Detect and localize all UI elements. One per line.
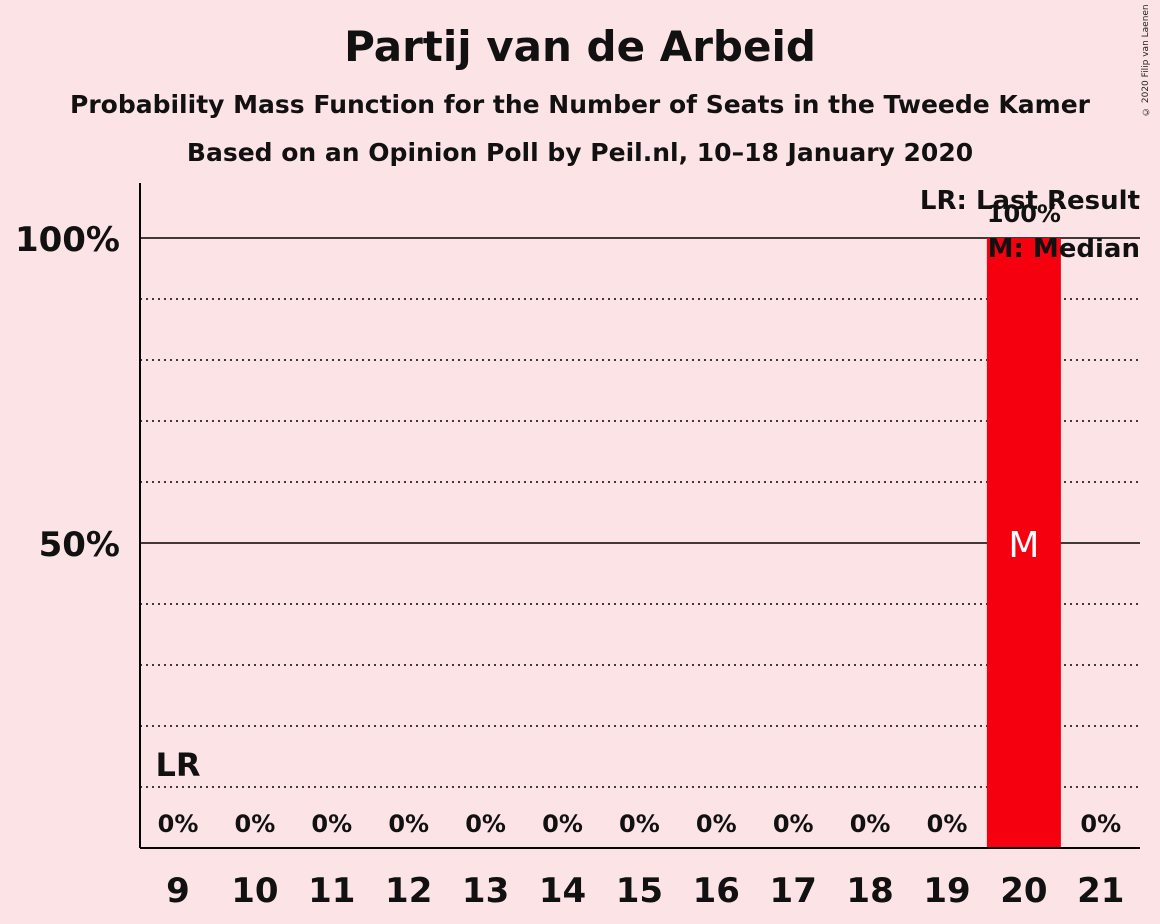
x-tick-label: 18 xyxy=(846,871,893,911)
data-label: 0% xyxy=(1080,810,1121,838)
data-label: 100% xyxy=(987,200,1061,228)
bars xyxy=(986,238,1061,848)
data-label: 0% xyxy=(388,810,429,838)
x-tick-label: 16 xyxy=(693,871,740,911)
data-label: 0% xyxy=(850,810,891,838)
median-marker: M xyxy=(1008,525,1039,566)
legend: LR: Last Result M: Median xyxy=(920,186,1140,264)
x-tick-label: 14 xyxy=(539,871,586,911)
data-label: 0% xyxy=(235,810,276,838)
x-tick-label: 21 xyxy=(1077,871,1124,911)
data-label: 0% xyxy=(158,810,199,838)
x-tick-label: 9 xyxy=(166,871,190,911)
x-tick-label: 12 xyxy=(385,871,432,911)
gridlines xyxy=(140,237,1140,788)
data-label: 0% xyxy=(542,810,583,838)
last-result-marker: LR xyxy=(155,746,200,784)
data-label: 0% xyxy=(927,810,968,838)
x-tick-label: 20 xyxy=(1000,871,1047,911)
axes: 50% 100% 9 10 11 12 13 14 15 16 17 18 19 20 21 xyxy=(15,183,1140,911)
chart-source: Based on an Opinion Poll by Peil.nl, 10–… xyxy=(186,138,974,167)
chart-title: Partij van de Arbeid xyxy=(344,22,816,71)
x-tick-label: 17 xyxy=(770,871,817,911)
x-tick-label: 15 xyxy=(616,871,663,911)
legend-entry: M: Median xyxy=(988,234,1140,264)
y-tick-label: 100% xyxy=(15,220,120,260)
data-labels: 0% 0% 0% 0% 0% 0% 0% 0% 0% 0% 0% 100% 0% M LR xyxy=(155,200,1121,838)
bar-seat-20 xyxy=(986,238,1061,848)
data-label: 0% xyxy=(311,810,352,838)
chart-subtitle: Probability Mass Function for the Number… xyxy=(70,90,1090,119)
data-label: 0% xyxy=(696,810,737,838)
legend-entry: LR: Last Result xyxy=(920,186,1140,216)
x-tick-label: 13 xyxy=(462,871,509,911)
data-label: 0% xyxy=(465,810,506,838)
data-label: 0% xyxy=(773,810,814,838)
x-tick-label: 11 xyxy=(308,871,355,911)
x-tick-label: 19 xyxy=(923,871,970,911)
y-tick-label: 50% xyxy=(39,525,120,565)
x-tick-label: 10 xyxy=(231,871,278,911)
data-label: 0% xyxy=(619,810,660,838)
